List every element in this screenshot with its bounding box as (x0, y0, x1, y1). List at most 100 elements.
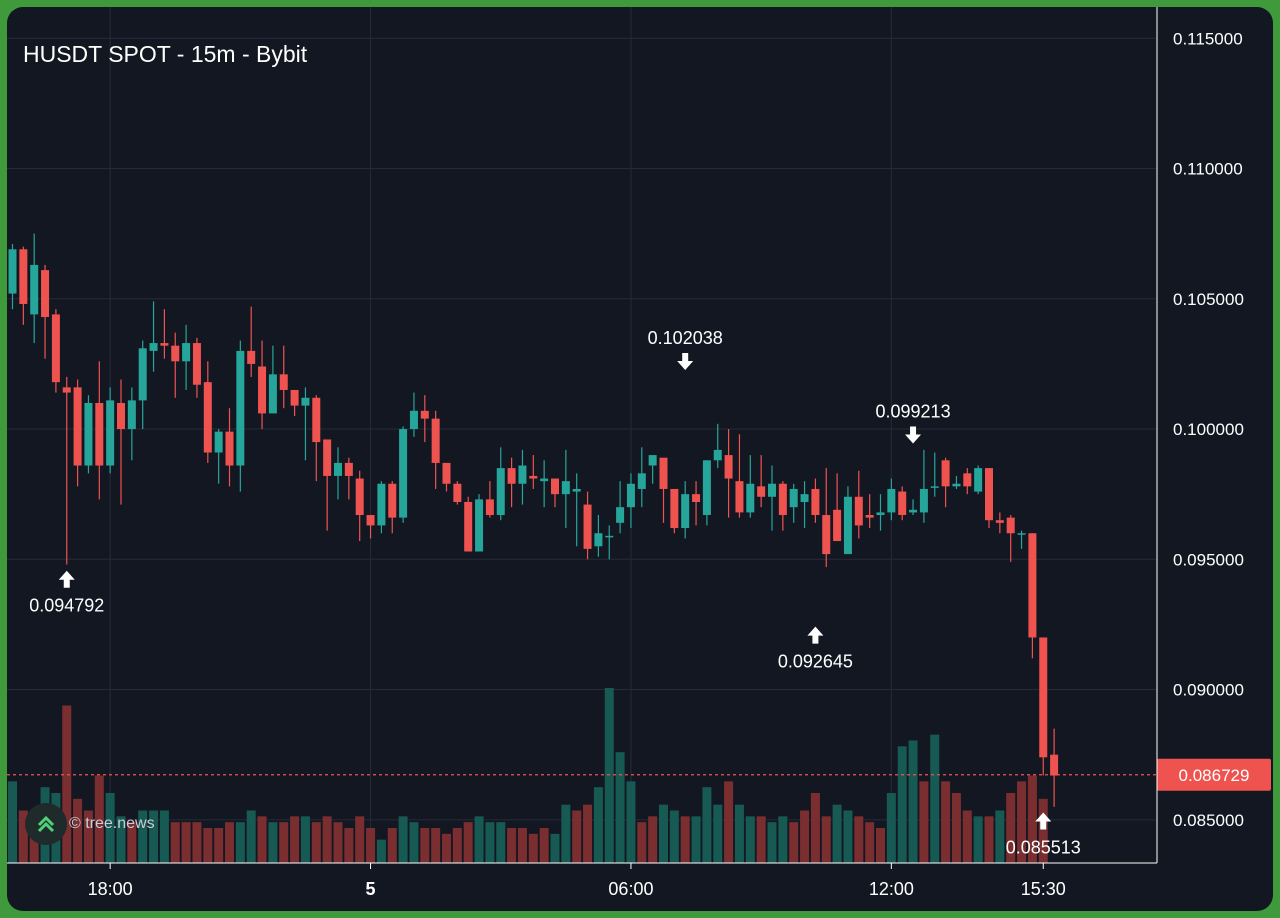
volume-bar (127, 822, 137, 863)
volume-bar (29, 833, 39, 863)
volume-bar (235, 822, 245, 863)
volume-bar (908, 740, 918, 863)
candle-body (388, 483, 397, 518)
candle-body (822, 515, 831, 555)
candle-body (768, 483, 776, 497)
volume-bar (800, 810, 810, 863)
x-tick-label: 18:00 (88, 879, 133, 899)
candle-body (616, 507, 625, 523)
volume-bar (225, 822, 234, 863)
candle-body (19, 249, 28, 304)
volume-bar (94, 775, 104, 863)
candle-body (366, 515, 375, 526)
volume-bar (1038, 798, 1048, 863)
x-tick-label: 5 (366, 879, 376, 899)
y-tick-label: 0.110000 (1173, 160, 1243, 179)
volume-bar (778, 816, 788, 863)
volume-bar (83, 810, 93, 863)
volume-bar (962, 810, 972, 863)
volume-bar (18, 810, 28, 863)
annotation-label: 0.102038 (648, 328, 723, 348)
volume-bar (159, 810, 169, 863)
candle-body (51, 314, 60, 383)
volume-bar (604, 688, 614, 863)
overlay-layer: 0.086729 0.094792 0.102038 0.092645 0.099213… (7, 328, 1271, 857)
volume-bar (876, 828, 885, 863)
volume-bar (550, 833, 560, 863)
candle-body (73, 387, 82, 466)
volume-bar (745, 816, 755, 863)
candle-body (507, 468, 516, 484)
candle-body (518, 465, 527, 484)
candle-body (214, 431, 223, 453)
candle-body (377, 483, 386, 526)
y-tick-label: 0.090000 (1173, 681, 1244, 700)
volume-bar (170, 822, 180, 863)
candle-body (84, 402, 93, 466)
candle-body (431, 418, 440, 463)
candle-body (41, 270, 50, 318)
candle-body (930, 486, 939, 488)
candle-body (800, 494, 809, 502)
volume-bar (1006, 793, 1016, 863)
volume-bar (300, 816, 310, 863)
volume-bar (420, 828, 430, 863)
watermark: © tree.news (25, 803, 155, 845)
candle-body (692, 494, 701, 502)
volume-bar (713, 804, 723, 863)
volume-bar (8, 781, 17, 863)
candle-body (746, 483, 755, 513)
volume-bar (496, 822, 506, 863)
candle-body (626, 483, 635, 508)
volume-bar (951, 793, 961, 863)
candle-body (344, 462, 353, 476)
volume-bar (561, 804, 571, 863)
volume-bar (366, 828, 376, 863)
volume-bar (149, 810, 159, 863)
candle-body (117, 402, 125, 430)
arrow-up-icon (807, 626, 824, 644)
volume-bar (192, 822, 202, 863)
volume-bar (702, 787, 712, 863)
volume-bar (832, 804, 842, 863)
candle-body (572, 488, 581, 492)
candle-body (594, 533, 603, 547)
candle-body (854, 496, 863, 526)
last-price-badge (1157, 758, 1271, 791)
candle-body (453, 483, 462, 502)
volume-bar (311, 822, 321, 863)
candle-body (551, 478, 559, 495)
candle-body (995, 520, 1004, 523)
candle-body (279, 374, 288, 390)
candle-body (637, 473, 646, 489)
candle-body (941, 460, 950, 487)
candle-body (485, 499, 494, 516)
y-tick-label: 0.085000 (1173, 811, 1244, 830)
candle-body (203, 382, 212, 453)
candle-body (1017, 533, 1026, 535)
candle-body (236, 350, 245, 466)
volume-bar (919, 781, 929, 863)
candle-body (952, 483, 961, 487)
volume-bar (257, 816, 267, 863)
candle-body (876, 512, 885, 516)
volume-bar (246, 810, 256, 863)
candle-layer (8, 233, 1059, 807)
candle-body (464, 501, 473, 552)
volume-bar (789, 822, 799, 863)
y-tick-label: 0.095000 (1173, 550, 1244, 569)
volume-bar (734, 804, 744, 863)
candle-body (887, 488, 896, 513)
candle-body (713, 449, 722, 461)
axis-layer: 0.115000 0.110000 0.105000 0.100000 0.095000… (7, 7, 1244, 899)
volume-bar (930, 734, 940, 863)
candle-body (496, 468, 505, 516)
volume-bar (507, 828, 517, 863)
volume-bar (268, 822, 278, 863)
annotation-label: 0.094792 (29, 596, 104, 616)
volume-bar (116, 816, 126, 863)
volume-bar (355, 816, 365, 863)
volume-bar (583, 804, 593, 863)
volume-bar (897, 746, 907, 863)
volume-bar (648, 816, 658, 863)
